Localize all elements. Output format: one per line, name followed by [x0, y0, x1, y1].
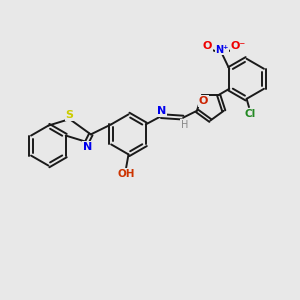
Text: O: O: [199, 96, 208, 106]
Text: N: N: [157, 106, 167, 116]
Text: N⁺: N⁺: [215, 45, 229, 55]
Text: Cl: Cl: [244, 109, 256, 119]
Text: OH: OH: [117, 169, 135, 178]
Text: S: S: [66, 110, 74, 120]
Text: O: O: [202, 41, 212, 51]
Text: N: N: [83, 142, 92, 152]
Text: O⁻: O⁻: [230, 41, 245, 51]
Text: H: H: [181, 120, 188, 130]
